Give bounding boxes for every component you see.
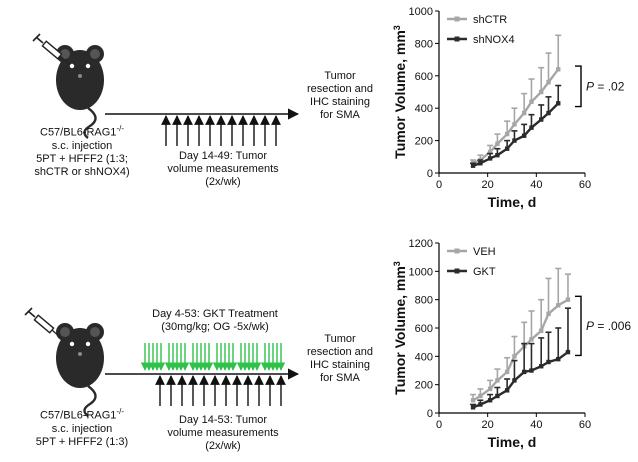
legend-marker (454, 36, 460, 42)
y-axis-label: Tumor Volume, mm3 (392, 261, 408, 395)
data-point (556, 67, 561, 72)
data-point (504, 369, 510, 375)
legend-label: GKT (473, 266, 496, 278)
legend-marker (454, 248, 460, 254)
x-tick-label: 60 (579, 419, 591, 431)
data-point (529, 125, 534, 130)
y-tick-label: 1000 (409, 266, 433, 278)
data-point (495, 378, 500, 383)
data-point (495, 141, 500, 147)
data-point (539, 364, 544, 369)
y-axis-label: Tumor Volume, mm3 (392, 25, 408, 159)
data-point (546, 311, 551, 317)
data-point (529, 337, 534, 342)
x-tick-label: 60 (579, 179, 591, 191)
data-point (539, 89, 544, 95)
data-point (556, 101, 561, 106)
measurement-caption: Day 14-49: Tumor volume measurements (2x… (167, 150, 279, 188)
p-value-label: P = .02 (586, 79, 625, 93)
data-point (539, 117, 544, 122)
data-point (546, 110, 551, 116)
x-tick-label: 20 (482, 179, 494, 191)
legend-label: shCTR (473, 14, 507, 26)
data-point (478, 161, 483, 166)
data-point (478, 393, 483, 399)
data-point (512, 378, 517, 383)
data-point (556, 303, 561, 308)
p-value-label: P = .006 (586, 319, 631, 333)
measurement-arrows (161, 115, 281, 146)
y-tick-label: 200 (415, 380, 433, 392)
data-point (487, 156, 493, 161)
data-point (495, 152, 500, 158)
y-tick-label: 1200 (409, 238, 433, 250)
significance-bracket (575, 65, 582, 108)
y-tick-label: 1000 (409, 6, 433, 18)
data-point (512, 122, 517, 127)
y-tick-label: 0 (427, 168, 433, 180)
data-point (470, 163, 476, 168)
measurement-caption: Day 14-53: Tumor volume measurements (2x… (167, 414, 279, 452)
data-point (470, 398, 476, 403)
data-point (470, 405, 476, 410)
legend-marker (454, 16, 460, 22)
data-point (487, 386, 493, 392)
data-point (487, 398, 493, 403)
data-point (504, 388, 510, 393)
outcome-caption: Tumor resection and IHC staining for SMA (306, 70, 374, 121)
y-tick-label: 800 (415, 38, 433, 50)
y-tick-label: 400 (415, 103, 433, 115)
y-tick-label: 0 (427, 408, 433, 420)
data-point (556, 356, 561, 362)
data-point (521, 110, 527, 116)
x-tick-label: 0 (436, 419, 442, 431)
data-point (546, 359, 551, 365)
measurement-arrows (155, 375, 286, 406)
data-point (512, 354, 517, 359)
y-tick-label: 400 (415, 351, 433, 363)
data-point (478, 402, 483, 407)
legend-marker (454, 268, 460, 274)
data-point (521, 133, 527, 138)
x-tick-label: 40 (530, 419, 542, 431)
x-tick-label: 0 (436, 179, 442, 191)
data-point (487, 149, 493, 155)
x-axis-label: Time, d (488, 194, 537, 210)
significance-bracket (575, 295, 582, 357)
data-point (504, 146, 510, 151)
outcome-caption: Tumor resection and IHC staining for SMA (306, 333, 374, 384)
x-tick-label: 40 (530, 179, 542, 191)
data-point (504, 131, 510, 137)
treatment-arrows (140, 343, 286, 371)
data-point (546, 80, 551, 85)
data-point (512, 138, 517, 143)
legend-label: shNOX4 (473, 34, 515, 46)
y-tick-label: 200 (415, 136, 433, 148)
series-line-veh (472, 298, 569, 402)
data-point (529, 368, 534, 373)
data-point (521, 369, 527, 375)
syringe-icon (24, 307, 62, 339)
data-point (495, 393, 500, 399)
data-point (565, 349, 571, 355)
treatment-caption: Day 4-53: GKT Treatment (30mg/kg; OG -5x… (152, 308, 278, 333)
x-tick-label: 20 (482, 419, 494, 431)
data-point (529, 99, 534, 104)
x-axis-label: Time, d (488, 434, 537, 450)
mouse-caption: C57/BL6-RAG1-/- s.c. injection 5PT + HFF… (35, 407, 129, 448)
data-point (565, 297, 571, 302)
legend-label: VEH (473, 246, 496, 258)
mouse-icon (54, 321, 106, 418)
y-tick-label: 800 (415, 295, 433, 307)
y-tick-label: 600 (415, 71, 433, 83)
data-point (539, 328, 544, 334)
y-tick-label: 600 (415, 323, 433, 335)
mouse-caption: C57/BL6-RAG1-/- s.c. injection 5PT + HFF… (34, 124, 130, 178)
